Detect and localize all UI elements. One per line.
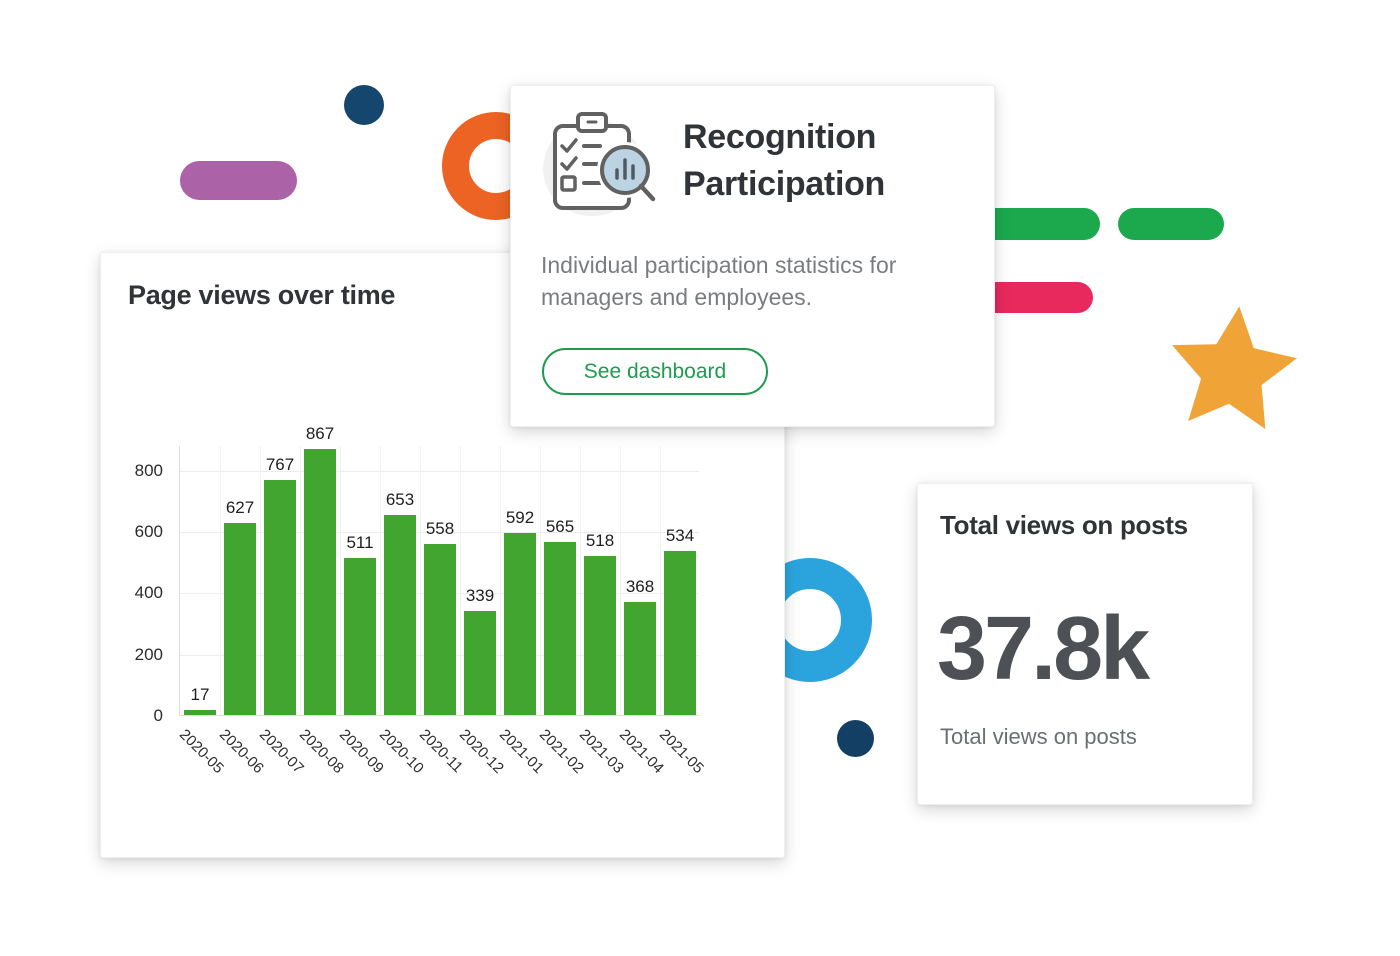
y-tick-label: 0 bbox=[153, 706, 163, 725]
page-views-title: Page views over time bbox=[128, 280, 396, 310]
navy-dot-bottom-shape bbox=[837, 720, 874, 757]
bar bbox=[184, 709, 216, 715]
gridline bbox=[220, 446, 221, 715]
bar-value-label: 565 bbox=[545, 516, 575, 536]
bar bbox=[584, 556, 616, 715]
bar bbox=[464, 611, 496, 715]
bar-value-label: 511 bbox=[346, 533, 374, 553]
bar bbox=[304, 449, 336, 715]
y-tick-label: 400 bbox=[134, 583, 163, 603]
bar-chart: 0 200 400 600 800 17 2020-05 627 2020-06 767 2020… bbox=[109, 424, 769, 826]
total-views-subtitle: Total views on posts bbox=[940, 724, 1137, 749]
bar-value-label: 339 bbox=[465, 586, 495, 605]
bar bbox=[504, 533, 536, 715]
purple-pill-shape bbox=[180, 161, 297, 200]
recognition-description: Individual participation statistics for … bbox=[541, 252, 897, 311]
gridline bbox=[380, 446, 381, 715]
gridline bbox=[300, 446, 301, 715]
clipboard-magnifier-chart-icon bbox=[533, 98, 663, 233]
total-views-value: 37.8k bbox=[937, 599, 1150, 699]
bar-value-label: 627 bbox=[225, 497, 255, 517]
bar bbox=[384, 514, 416, 715]
gridline bbox=[660, 446, 661, 715]
green-pill-right-shape bbox=[1118, 208, 1224, 240]
bar bbox=[224, 522, 256, 715]
bar bbox=[664, 551, 696, 715]
bar-value-label: 534 bbox=[665, 526, 695, 546]
y-tick-label: 600 bbox=[134, 521, 163, 541]
chart-y-axis: 0 200 400 600 800 bbox=[109, 446, 171, 725]
total-views-card: Total views on posts 37.8k Total views o… bbox=[917, 483, 1253, 805]
y-tick-label: 800 bbox=[134, 460, 163, 480]
gridline bbox=[420, 446, 421, 715]
gridline bbox=[540, 446, 541, 715]
bar bbox=[264, 479, 296, 715]
gridline bbox=[620, 446, 621, 715]
bar-value-label: 592 bbox=[505, 508, 535, 528]
x-tick-label: 2021-05 bbox=[655, 726, 707, 777]
bar-value-label: 767 bbox=[265, 454, 295, 474]
bar-value-label: 558 bbox=[425, 518, 455, 538]
recognition-card: Recognition Participation Individual par… bbox=[510, 85, 995, 427]
recognition-title: Recognition Participation bbox=[683, 118, 886, 203]
bar bbox=[424, 543, 456, 715]
bar bbox=[544, 541, 576, 715]
bar-chart-plot: 17 2020-05 627 2020-06 767 2020-07 867 2020-08 5… bbox=[176, 424, 707, 777]
y-tick-label: 200 bbox=[134, 644, 163, 664]
bar-value-label: 518 bbox=[585, 531, 615, 551]
bar bbox=[344, 558, 376, 715]
bar-value-label: 17 bbox=[190, 684, 210, 704]
gridline bbox=[180, 470, 699, 472]
gridline bbox=[460, 446, 461, 715]
total-views-title: Total views on posts bbox=[940, 510, 1188, 540]
bar-value-label: 867 bbox=[305, 424, 335, 443]
star-icon bbox=[1166, 300, 1300, 436]
gridline bbox=[500, 446, 501, 715]
see-dashboard-button[interactable]: See dashboard bbox=[542, 348, 768, 395]
gridline bbox=[180, 531, 699, 533]
bar-value-label: 653 bbox=[385, 489, 415, 509]
gridline bbox=[340, 446, 341, 715]
bar bbox=[624, 602, 656, 715]
bar-value-label: 368 bbox=[625, 577, 655, 597]
navy-dot-top-shape bbox=[344, 85, 384, 125]
gridline bbox=[260, 446, 261, 715]
gridline bbox=[580, 446, 581, 715]
